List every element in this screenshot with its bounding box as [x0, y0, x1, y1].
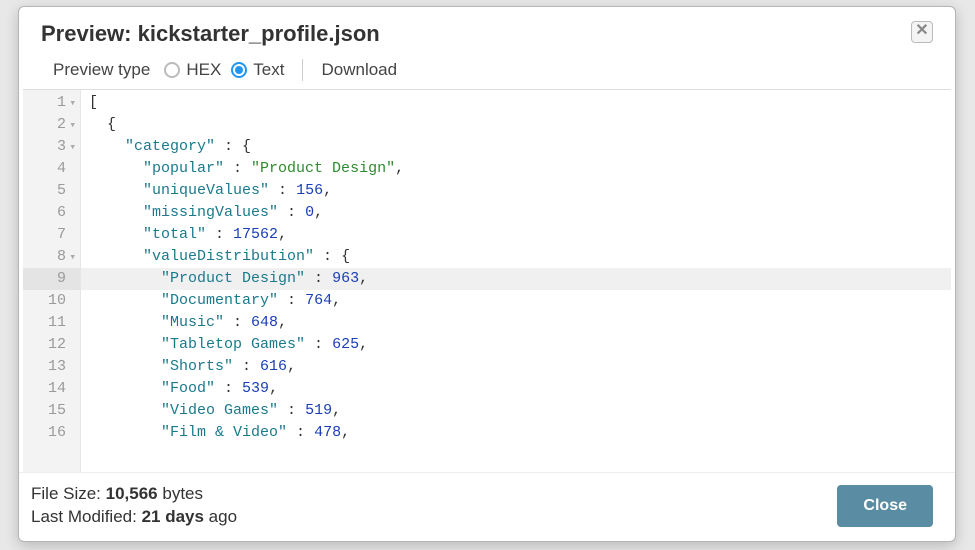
gutter-line: 10	[23, 290, 80, 312]
code-line: "Film & Video" : 478,	[89, 422, 951, 444]
last-modified-line: Last Modified: 21 days ago	[31, 506, 237, 529]
modal-header: Preview: kickstarter_profile.json ✕	[19, 7, 955, 53]
toolbar-separator	[302, 59, 303, 81]
radio-hex[interactable]: HEX	[164, 60, 221, 80]
code-line: "Music" : 648,	[89, 312, 951, 334]
last-modified-label: Last Modified:	[31, 507, 142, 526]
gutter-line: 16	[23, 422, 80, 444]
radio-text-label: Text	[253, 60, 284, 80]
gutter-line: 9	[23, 268, 80, 290]
fold-marker-icon[interactable]: ▾	[66, 93, 76, 115]
gutter-line: 3▾	[23, 136, 80, 158]
gutter-line: 11	[23, 312, 80, 334]
preview-type-label: Preview type	[53, 60, 150, 80]
code-line: {	[89, 114, 951, 136]
preview-type-radio-group: HEX Text	[164, 60, 284, 80]
code-line: "Shorts" : 616,	[89, 356, 951, 378]
gutter-line: 15	[23, 400, 80, 422]
code-line: "Video Games" : 519,	[89, 400, 951, 422]
radio-hex-label: HEX	[186, 60, 221, 80]
editor-gutter: 1▾2▾3▾45678▾910111213141516	[23, 90, 81, 472]
gutter-line: 6	[23, 202, 80, 224]
gutter-line: 7	[23, 224, 80, 246]
gutter-line: 14	[23, 378, 80, 400]
fold-marker-icon[interactable]: ▾	[66, 137, 76, 159]
fold-marker-icon[interactable]: ▾	[66, 247, 76, 269]
code-line: "Food" : 539,	[89, 378, 951, 400]
gutter-line: 12	[23, 334, 80, 356]
file-meta: File Size: 10,566 bytes Last Modified: 2…	[31, 483, 237, 529]
download-link[interactable]: Download	[321, 60, 397, 80]
code-line: "category" : {	[89, 136, 951, 158]
code-line: "valueDistribution" : {	[89, 246, 951, 268]
file-size-unit: bytes	[158, 484, 203, 503]
editor-code: [ { "category" : { "popular" : "Product …	[81, 90, 951, 472]
code-line: "Product Design" : 963,	[89, 268, 951, 290]
modal-footer: File Size: 10,566 bytes Last Modified: 2…	[19, 472, 955, 541]
code-line: "uniqueValues" : 156,	[89, 180, 951, 202]
title-prefix: Preview:	[41, 21, 138, 46]
code-editor[interactable]: 1▾2▾3▾45678▾910111213141516 [ { "categor…	[23, 89, 951, 472]
code-line: "Tabletop Games" : 625,	[89, 334, 951, 356]
radio-dot-icon	[231, 62, 247, 78]
file-size-line: File Size: 10,566 bytes	[31, 483, 237, 506]
radio-text[interactable]: Text	[231, 60, 284, 80]
close-button[interactable]: Close	[837, 485, 933, 527]
fold-marker-icon[interactable]: ▾	[66, 115, 76, 137]
title-filename: kickstarter_profile.json	[138, 21, 380, 46]
file-size-value: 10,566	[106, 484, 158, 503]
preview-modal: Preview: kickstarter_profile.json ✕ Prev…	[18, 6, 956, 542]
code-line: [	[89, 92, 951, 114]
gutter-line: 5	[23, 180, 80, 202]
gutter-line: 13	[23, 356, 80, 378]
file-size-label: File Size:	[31, 484, 106, 503]
code-line: "total" : 17562,	[89, 224, 951, 246]
preview-toolbar: Preview type HEX Text Download	[19, 53, 955, 89]
gutter-line: 8▾	[23, 246, 80, 268]
radio-dot-icon	[164, 62, 180, 78]
gutter-line: 2▾	[23, 114, 80, 136]
modal-title: Preview: kickstarter_profile.json	[41, 21, 380, 47]
gutter-line: 4	[23, 158, 80, 180]
code-line: "Documentary" : 764,	[89, 290, 951, 312]
code-line: "popular" : "Product Design",	[89, 158, 951, 180]
gutter-line: 1▾	[23, 92, 80, 114]
last-modified-value: 21 days	[142, 507, 204, 526]
last-modified-suffix: ago	[204, 507, 237, 526]
code-line: "missingValues" : 0,	[89, 202, 951, 224]
close-icon[interactable]: ✕	[911, 21, 933, 43]
